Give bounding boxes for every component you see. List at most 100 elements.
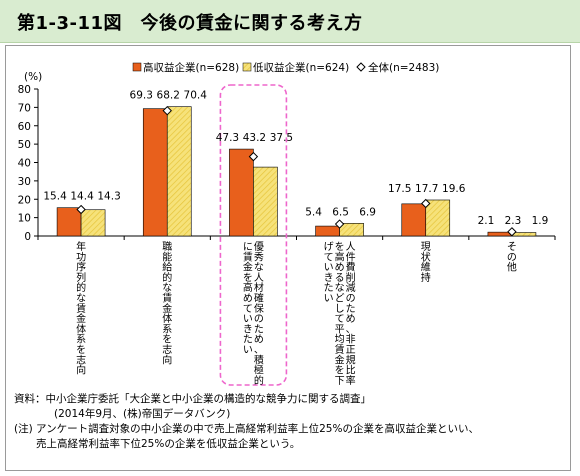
category-label-char: な <box>335 282 345 294</box>
category-label-char: の <box>346 294 356 305</box>
category-label-char: 件 <box>346 251 356 263</box>
category-label-char: い <box>324 294 334 305</box>
category-label-char: 系 <box>162 323 172 335</box>
data-label-high-profit: 15.4 <box>43 191 67 203</box>
bar-low-profit <box>253 166 278 237</box>
category-label-char: 規 <box>346 354 356 366</box>
category-label-char: 非 <box>346 334 356 346</box>
data-label-high-profit: 69.3 <box>130 90 153 102</box>
category-label-char: 維 <box>421 261 431 274</box>
data-label-low-profit: 14.3 <box>97 191 120 203</box>
category-label-char: 体 <box>76 323 86 335</box>
category-label-char: 金 <box>162 302 172 315</box>
category-label-char: い <box>243 345 253 356</box>
data-label-overall: 6.5 <box>332 206 349 218</box>
category-label-char: 的 <box>76 281 86 294</box>
y-tick-label: 40 <box>18 158 31 170</box>
category-label-char: を <box>243 272 253 284</box>
data-label-low-profit: 1.9 <box>532 215 549 227</box>
y-tick-label: 70 <box>18 102 31 114</box>
category-label-char: 賃 <box>162 292 172 305</box>
category-label-char: 給 <box>162 261 172 274</box>
category-label-char: た <box>243 334 253 346</box>
category-label-char: 体 <box>162 313 172 325</box>
category-label-char: 保 <box>254 302 264 315</box>
category-label-char: な <box>254 262 264 274</box>
bar-high-profit <box>401 203 427 237</box>
source-detail-line: (2014年9月、(株)帝国データバンク) <box>54 408 231 420</box>
bar-low-profit <box>166 106 192 237</box>
bar-high-profit <box>229 148 254 237</box>
source-line: 資料：中小企業庁委託「大企業と中小企業の構造的な競争力に関する調査」 <box>14 393 371 405</box>
legend-label-high-profit: 高収益企業(n=628) <box>143 61 239 74</box>
bar-high-profit <box>142 108 168 237</box>
category-label-char: い <box>243 314 253 325</box>
data-label-low-profit: 37.5 <box>270 132 293 144</box>
y-tick-label: 60 <box>18 121 31 133</box>
figure-title: 第1-3-11図 今後の賃金に関する考え方 <box>17 13 363 34</box>
category-label-char: に <box>243 241 253 253</box>
y-tick-label: 10 <box>18 213 31 225</box>
note-line: (注) アンケート調査対象の中小企業の中で売上高経常利益率上位25%の企業を高収… <box>14 423 479 435</box>
category-label-char: 率 <box>346 374 356 387</box>
category-label-char: 志 <box>162 343 172 356</box>
category-label-char: 下 <box>335 376 345 387</box>
category-label-char: 、 <box>254 345 264 356</box>
category-label-char: 確 <box>254 292 264 305</box>
data-label-low-profit: 19.6 <box>442 183 466 195</box>
category-label-char: を <box>335 241 345 253</box>
category-label-char: 的 <box>254 374 264 387</box>
highlight-box <box>219 84 288 386</box>
category-label-char: 秀 <box>254 251 264 263</box>
bar-low-profit <box>339 223 364 237</box>
data-label-low-profit: 6.9 <box>359 206 376 218</box>
category-label-char: 削 <box>346 271 356 284</box>
bar-low-profit <box>425 199 451 237</box>
category-label-char: 系 <box>76 334 86 346</box>
category-label-char: 人 <box>254 272 264 284</box>
y-tick-label: 20 <box>18 194 31 206</box>
category-label-char: て <box>324 252 334 263</box>
category-label-char: て <box>243 304 253 315</box>
legend-label-low-profit: 低収益企業(n=624) <box>253 61 349 74</box>
category-label-char: き <box>324 272 334 284</box>
category-label-char: を <box>162 334 172 346</box>
category-label-char: な <box>162 282 172 294</box>
category-label-char: め <box>243 293 253 305</box>
category-label-char: き <box>243 323 253 335</box>
data-label-overall: 43.2 <box>243 132 266 144</box>
category-label-char: 功 <box>76 251 86 263</box>
category-label-char: 持 <box>421 271 431 284</box>
category-label-char: 均 <box>335 334 345 346</box>
category-label-char: る <box>335 272 345 284</box>
data-label-overall: 17.7 <box>415 183 438 195</box>
category-label-char: め <box>254 334 264 346</box>
y-tick-label: 30 <box>18 176 31 188</box>
category-label-char: 職 <box>162 241 172 253</box>
notes-block: 資料：中小企業庁委託「大企業と中小企業の構造的な競争力に関する調査」 (2014… <box>14 392 479 452</box>
y-tick-label: 80 <box>18 84 31 96</box>
category-label-char: 年 <box>76 240 86 253</box>
category-label-char: 志 <box>76 353 86 366</box>
category-label-char: め <box>335 262 345 274</box>
category-label-char: 高 <box>243 281 253 294</box>
category-label-char: 高 <box>335 250 345 263</box>
category-label-char: を <box>335 365 345 377</box>
category-label-char: 正 <box>346 345 356 356</box>
category-label-char: 材 <box>254 281 264 294</box>
bar-high-profit <box>56 207 82 237</box>
category-label-char: 能 <box>162 250 172 263</box>
category-label-char: 優 <box>254 240 264 253</box>
category-label-char: 極 <box>254 364 264 377</box>
category-label-char: 費 <box>346 261 356 274</box>
category-label-char: し <box>335 303 345 315</box>
data-label-overall: 2.3 <box>505 215 522 227</box>
data-label-low-profit: 70.4 <box>184 90 208 102</box>
legend-swatch-high-profit <box>132 62 142 72</box>
category-label-char: 金 <box>243 261 253 274</box>
bar-low-profit <box>80 209 106 237</box>
chart-frame <box>5 45 571 471</box>
category-label-char: ど <box>335 293 345 305</box>
legend-marker-overall <box>356 62 366 72</box>
